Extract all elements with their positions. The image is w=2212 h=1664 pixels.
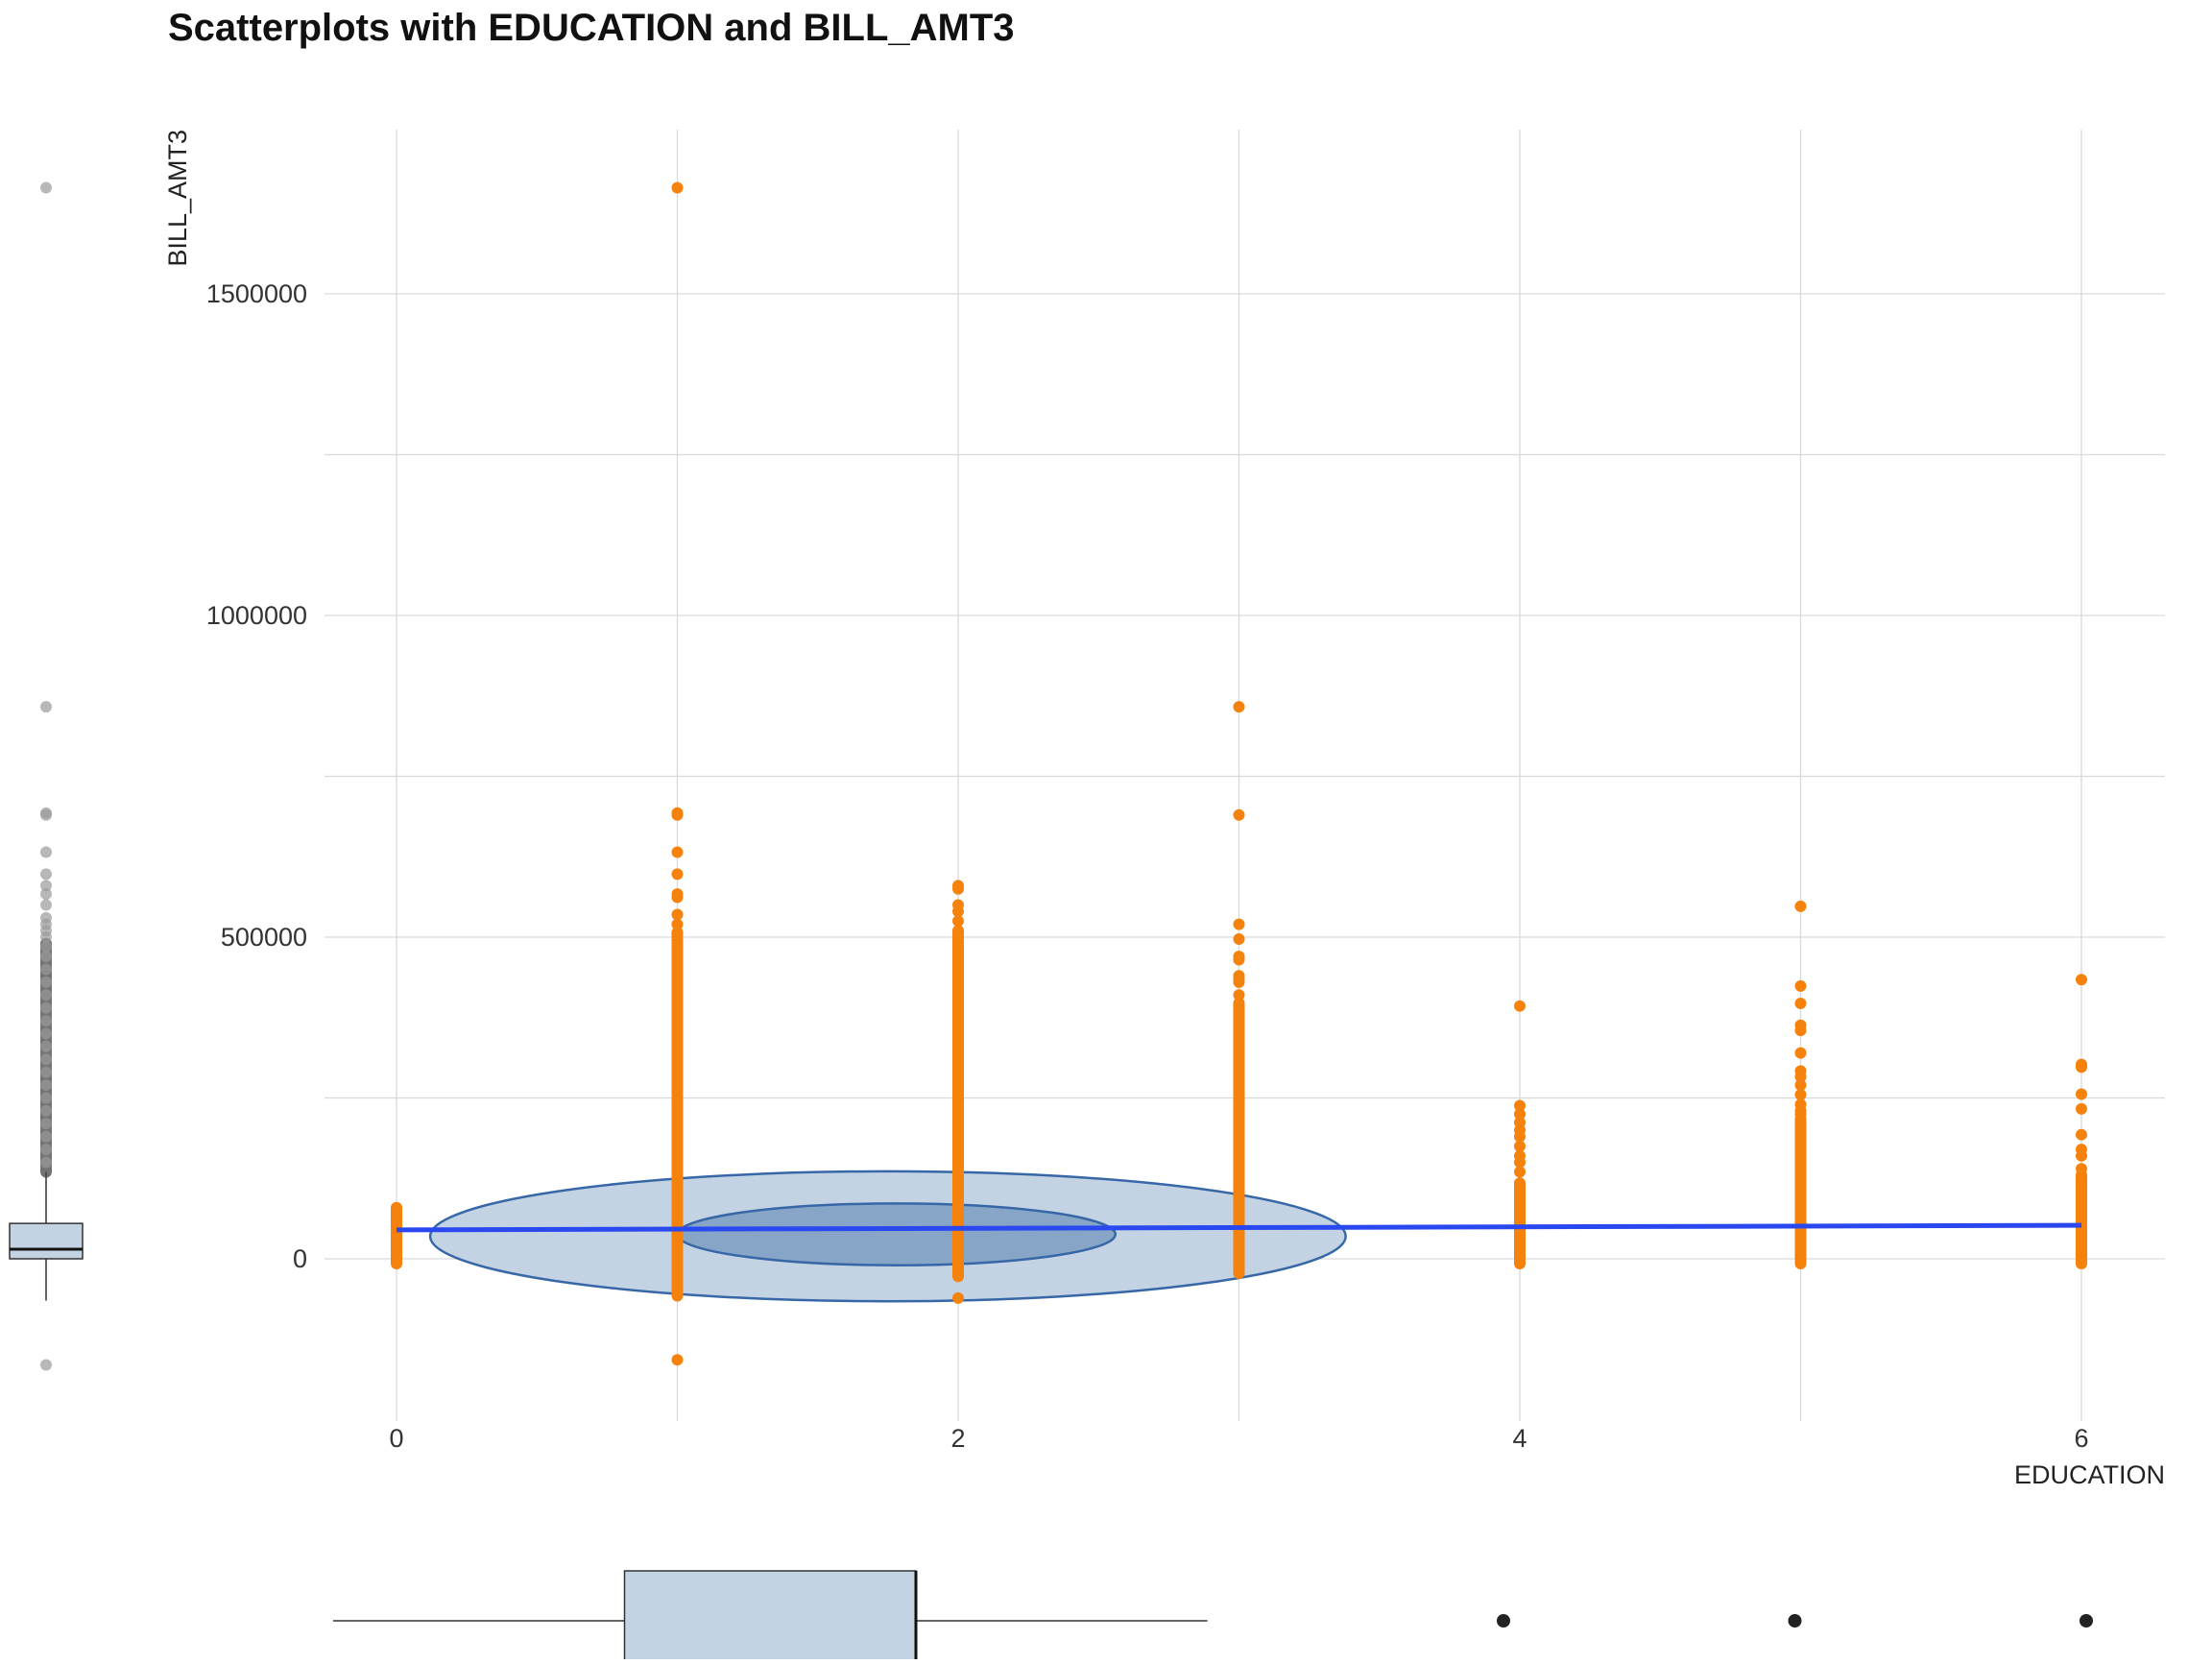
data-point: [2076, 1169, 2087, 1181]
outlier-point: [40, 976, 52, 988]
data-point: [1794, 1108, 1807, 1121]
axis-text-layer: 0 500000 1000000 1500000 0 2 4 6: [206, 279, 2089, 1453]
outlier-point: [40, 931, 52, 943]
data-point: [1233, 701, 1245, 713]
data-point: [391, 1211, 402, 1223]
outlier-point: [40, 941, 52, 953]
y-tick-label: 1500000: [206, 279, 307, 308]
data-point: [671, 918, 684, 930]
data-point: [1514, 1166, 1526, 1178]
outlier-point: [40, 868, 52, 880]
data-point: [2076, 1149, 2087, 1162]
outlier-point: [40, 880, 52, 892]
outlier-point: [40, 181, 52, 194]
outlier-point: [1497, 1614, 1510, 1628]
box: [623, 1570, 917, 1664]
data-point: [1794, 1047, 1807, 1059]
data-point: [1514, 1130, 1526, 1143]
data-point: [671, 868, 684, 880]
outlier-point: [40, 1079, 52, 1092]
x-tick-label: 2: [950, 1424, 965, 1453]
data-point: [952, 925, 964, 937]
outlier-point: [40, 899, 52, 911]
marginal-y-boxplot: [9, 181, 84, 1371]
outlier-point: [40, 963, 52, 976]
outlier-point: [40, 1040, 52, 1052]
outlier-point: [40, 1027, 52, 1040]
chart-title: Scatterplots with EDUCATION and BILL_AMT…: [168, 7, 1015, 49]
data-point: [671, 181, 684, 194]
y-axis-label: BILL_AMT3: [163, 130, 192, 267]
data-point: [1514, 1099, 1526, 1112]
data-point: [1794, 1071, 1807, 1083]
data-point: [952, 882, 964, 895]
data-point: [671, 891, 684, 904]
outlier-point: [40, 1118, 52, 1130]
x-axis-label: EDUCATION: [2014, 1460, 2165, 1489]
outlier-point: [40, 1130, 52, 1143]
y-tick-label: 0: [293, 1244, 307, 1273]
ellipse-layer: [428, 1170, 1347, 1303]
data-point: [2076, 1128, 2087, 1141]
outlier-point: [40, 1156, 52, 1169]
outlier-point: [40, 951, 52, 963]
data-point: [1233, 918, 1245, 930]
data-point: [1233, 933, 1245, 946]
data-point: [2076, 974, 2087, 986]
data-point: [1794, 998, 1807, 1010]
data-point: [1794, 1025, 1807, 1037]
data-point: [1233, 808, 1245, 821]
y-tick-label: 1000000: [206, 601, 307, 630]
data-point: [671, 1354, 684, 1366]
outlier-point: [40, 989, 52, 1001]
data-point: [391, 1253, 402, 1265]
data-point: [671, 846, 684, 858]
outlier-point: [40, 1015, 52, 1027]
marginal-x-boxplot: [333, 1570, 2093, 1664]
outlier-point: [1788, 1614, 1802, 1628]
data-point: [1514, 1108, 1526, 1121]
y-tick-label: 500000: [221, 923, 307, 952]
data-point: [671, 908, 684, 921]
outlier-point: [40, 1066, 52, 1078]
data-point: [1233, 989, 1245, 1001]
x-tick-label: 6: [2074, 1424, 2088, 1453]
data-point: [2076, 1061, 2087, 1073]
data-point: [1794, 900, 1807, 912]
data-point: [1514, 1156, 1526, 1169]
outlier-point: [40, 1104, 52, 1117]
data-point: [1233, 976, 1245, 988]
box: [9, 1222, 84, 1260]
outlier-point: [40, 888, 52, 901]
x-tick-label: 4: [1512, 1424, 1527, 1453]
outlier-point: [2080, 1614, 2093, 1628]
data-point: [2076, 1088, 2087, 1100]
data-point: [1794, 979, 1807, 992]
data-point: [952, 915, 964, 928]
data-point: [1514, 1000, 1526, 1012]
data-point: [2076, 1102, 2087, 1115]
outlier-point: [40, 846, 52, 858]
outlier-point: [40, 1144, 52, 1156]
x-tick-label: 0: [389, 1424, 403, 1453]
outlier-point: [40, 1053, 52, 1066]
outlier-point: [40, 808, 52, 821]
data-point: [952, 905, 964, 918]
data-point: [671, 808, 684, 821]
data-point: [1233, 953, 1245, 966]
data-point: [952, 1291, 964, 1304]
outlier-point: [40, 1359, 52, 1371]
data-point: [1794, 1089, 1807, 1101]
outlier-point: [40, 1092, 52, 1104]
fit-line: [396, 1222, 2082, 1233]
outlier-point: [40, 701, 52, 713]
fit-line-layer: [396, 1222, 2082, 1233]
confidence-ellipse-inner: [676, 1202, 1118, 1266]
data-point: [1514, 1140, 1526, 1152]
data-point: [1794, 1079, 1807, 1092]
outlier-point: [40, 1001, 52, 1014]
